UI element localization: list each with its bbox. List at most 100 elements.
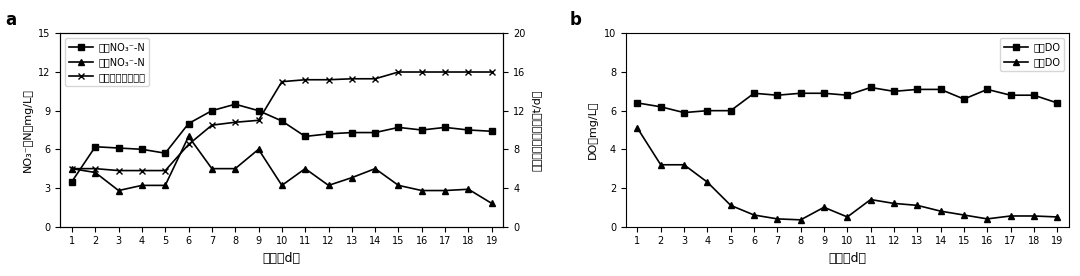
出水NO₃⁻-N (322, 184, 335, 187)
出水NO₃⁻-N (112, 189, 125, 192)
进水DO (958, 97, 971, 101)
进水NO₃⁻-N (66, 180, 79, 183)
进水DO (934, 88, 947, 91)
出水NO₃⁻-N (89, 171, 102, 174)
Legend: 进水NO₃⁻-N, 出水NO₃⁻-N, 生物质碳源投加量: 进水NO₃⁻-N, 出水NO₃⁻-N, 生物质碳源投加量 (65, 38, 149, 86)
进水NO₃⁻-N (229, 103, 242, 106)
出水DO (934, 209, 947, 213)
进水NO₃⁻-N (416, 128, 429, 132)
出水DO (818, 206, 831, 209)
出水DO (677, 163, 690, 166)
进水DO (701, 109, 714, 112)
生物质碳源投加量 (485, 70, 498, 74)
出水NO₃⁻-N (485, 202, 498, 205)
进水NO₃⁻-N (392, 126, 405, 129)
出水NO₃⁻-N (368, 167, 381, 170)
生物质碳源投加量 (229, 121, 242, 124)
进水NO₃⁻-N (135, 148, 148, 151)
X-axis label: 时间（d）: 时间（d） (262, 252, 301, 265)
进水NO₃⁻-N (112, 146, 125, 150)
进水DO (747, 92, 760, 95)
出水DO (981, 217, 994, 221)
进水NO₃⁻-N (252, 109, 265, 112)
出水NO₃⁻-N (229, 167, 242, 170)
出水DO (631, 126, 644, 130)
生物质碳源投加量 (205, 123, 218, 127)
出水NO₃⁻-N (416, 189, 429, 192)
Text: a: a (4, 12, 16, 30)
出水DO (701, 181, 714, 184)
进水DO (771, 94, 784, 97)
出水NO₃⁻-N (299, 167, 312, 170)
Text: b: b (569, 12, 581, 30)
进水NO₃⁻-N (205, 109, 218, 112)
生物质碳源投加量 (89, 167, 102, 170)
出水NO₃⁻-N (392, 184, 405, 187)
进水DO (725, 109, 738, 112)
出水NO₃⁻-N (462, 188, 475, 191)
进水DO (910, 88, 923, 91)
出水NO₃⁻-N (66, 167, 79, 170)
进水NO₃⁻-N (438, 126, 451, 129)
出水DO (771, 217, 784, 221)
出水DO (654, 163, 667, 166)
Line: 进水DO: 进水DO (634, 84, 1061, 116)
生物质碳源投加量 (462, 70, 475, 74)
出水DO (1004, 214, 1017, 218)
进水DO (1027, 94, 1040, 97)
Line: 出水NO₃⁻-N: 出水NO₃⁻-N (68, 133, 496, 207)
Y-axis label: DO（mg/L）: DO（mg/L） (589, 101, 598, 159)
Legend: 进水DO, 出水DO: 进水DO, 出水DO (1000, 38, 1064, 71)
出水DO (1027, 214, 1040, 218)
出水NO₃⁻-N (346, 176, 359, 179)
生物质碳源投加量 (346, 77, 359, 80)
进水NO₃⁻-N (89, 145, 102, 148)
出水NO₃⁻-N (275, 184, 288, 187)
进水NO₃⁻-N (275, 119, 288, 123)
生物质碳源投加量 (183, 143, 195, 146)
生物质碳源投加量 (392, 70, 405, 74)
Line: 出水DO: 出水DO (634, 124, 1061, 223)
进水DO (981, 88, 994, 91)
进水DO (841, 94, 854, 97)
Y-axis label: 生物质碳源投加量（t/d）: 生物质碳源投加量（t/d） (531, 89, 541, 171)
进水NO₃⁻-N (346, 131, 359, 134)
出水NO₃⁻-N (183, 135, 195, 138)
X-axis label: 时间（d）: 时间（d） (828, 252, 866, 265)
出水NO₃⁻-N (438, 189, 451, 192)
出水DO (725, 204, 738, 207)
进水NO₃⁻-N (299, 135, 312, 138)
进水DO (864, 86, 877, 89)
进水NO₃⁻-N (322, 132, 335, 136)
进水DO (794, 92, 807, 95)
进水DO (631, 101, 644, 105)
进水DO (654, 105, 667, 108)
生物质碳源投加量 (416, 70, 429, 74)
出水DO (841, 215, 854, 219)
进水DO (818, 92, 831, 95)
出水DO (864, 198, 877, 201)
进水DO (677, 111, 690, 114)
进水NO₃⁻-N (368, 131, 381, 134)
Line: 进水NO₃⁻-N: 进水NO₃⁻-N (68, 101, 496, 185)
出水DO (794, 218, 807, 222)
出水NO₃⁻-N (252, 148, 265, 151)
进水NO₃⁻-N (462, 128, 475, 132)
进水NO₃⁻-N (159, 152, 172, 155)
出水DO (747, 213, 760, 217)
生物质碳源投加量 (275, 80, 288, 83)
出水DO (1051, 215, 1064, 219)
Y-axis label: NO₃⁻－N（mg/L）: NO₃⁻－N（mg/L） (23, 88, 32, 172)
进水DO (1051, 101, 1064, 105)
生物质碳源投加量 (438, 70, 451, 74)
生物质碳源投加量 (368, 77, 381, 80)
出水NO₃⁻-N (135, 184, 148, 187)
生物质碳源投加量 (322, 78, 335, 81)
出水DO (910, 204, 923, 207)
出水DO (888, 202, 901, 205)
生物质碳源投加量 (66, 167, 79, 170)
出水DO (958, 213, 971, 217)
生物质碳源投加量 (252, 119, 265, 122)
生物质碳源投加量 (299, 78, 312, 81)
生物质碳源投加量 (135, 169, 148, 172)
